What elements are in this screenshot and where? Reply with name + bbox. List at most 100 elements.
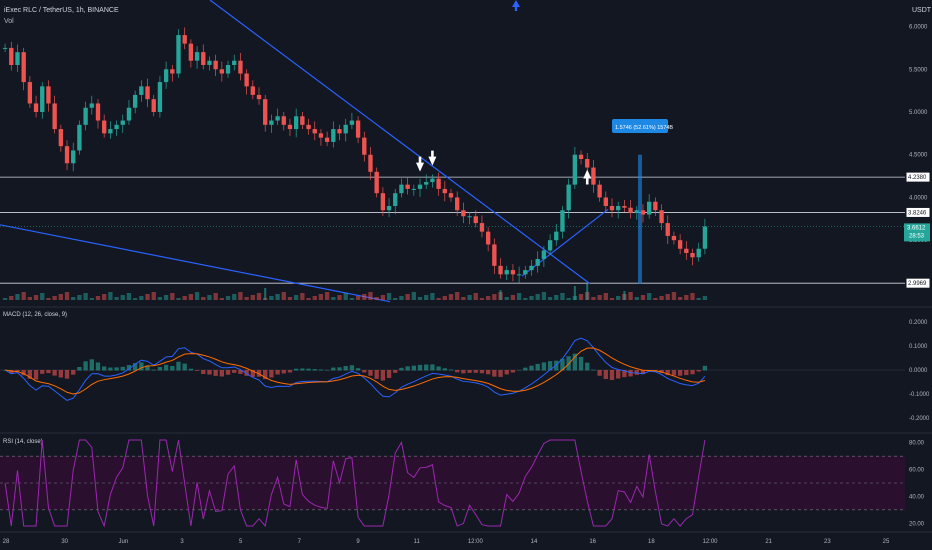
- candle-body: [479, 223, 485, 232]
- volume-bar: [324, 292, 330, 300]
- measure-range-bar: [638, 154, 642, 284]
- macd-histogram-bar: [64, 370, 70, 379]
- level-price-label: 2.9969: [908, 281, 927, 287]
- volume-bar: [64, 292, 70, 300]
- candle-body: [362, 137, 367, 155]
- macd-histogram-bar: [318, 369, 324, 371]
- volume-bar: [671, 292, 677, 300]
- candle-body: [343, 124, 348, 134]
- macd-histogram-bar: [238, 370, 243, 374]
- macd-histogram-bar: [411, 365, 417, 371]
- macd-label: MACD (12, 26, close, 9): [3, 312, 67, 318]
- macd-histogram-bar: [702, 365, 708, 371]
- price-axis-tick: 4.5000: [909, 153, 928, 159]
- volume-bar: [145, 294, 150, 300]
- candle-body: [102, 120, 107, 134]
- volume-bar: [448, 294, 454, 300]
- candle-body: [163, 69, 169, 83]
- candle-body: [219, 69, 225, 74]
- candle-body: [114, 124, 119, 130]
- macd-histogram-bar: [374, 370, 379, 379]
- macd-histogram-bar: [393, 370, 398, 373]
- candle-body: [355, 120, 361, 138]
- volume-bar: [114, 297, 119, 300]
- candle-body: [83, 107, 88, 125]
- volume-bar: [89, 298, 94, 300]
- macd-histogram-bar: [684, 370, 689, 376]
- volume-bar: [659, 296, 664, 300]
- volume-bar: [77, 295, 82, 300]
- candle-body: [157, 82, 163, 112]
- volume-bar: [300, 293, 305, 300]
- macd-histogram-bar: [188, 368, 194, 371]
- volume-bar: [275, 294, 280, 300]
- candle-body: [516, 274, 522, 276]
- candle-body: [684, 248, 689, 253]
- macd-histogram-bar: [182, 363, 187, 371]
- volume-bar: [102, 294, 107, 300]
- volume-bar: [616, 296, 621, 300]
- macd-histogram-bar: [77, 366, 82, 371]
- macd-histogram-bar: [634, 370, 639, 375]
- candle-body: [665, 223, 670, 236]
- candle-body: [263, 99, 268, 125]
- macd-histogram-bar: [194, 370, 200, 371]
- volume-bar: [547, 297, 553, 300]
- time-axis-tick: 5: [239, 539, 243, 545]
- level-price-tag: [905, 206, 931, 218]
- volume-bar: [566, 298, 571, 300]
- macd-histogram-bar: [461, 370, 466, 374]
- candle-body: [182, 35, 187, 44]
- volume-bar: [665, 294, 670, 300]
- down-arrow-icon: [428, 150, 437, 166]
- macd-histogram-bar: [312, 369, 317, 371]
- macd-histogram-bar: [15, 370, 20, 372]
- candle-body: [244, 73, 249, 87]
- candle-body: [170, 69, 175, 74]
- macd-axis-tick: -0.1000: [909, 392, 930, 398]
- volume-bar: [225, 296, 231, 300]
- time-axis-tick: 11: [414, 539, 421, 545]
- macd-histogram-bar: [225, 370, 231, 375]
- macd-histogram-bar: [504, 370, 509, 375]
- candle-body: [120, 120, 125, 125]
- macd-histogram-bar: [219, 370, 225, 377]
- volume-bar: [640, 295, 646, 300]
- macd-histogram-bar: [492, 370, 497, 377]
- candle-body: [52, 103, 57, 130]
- candle-body: [71, 150, 76, 164]
- volume-label: Vol: [4, 18, 14, 25]
- volume-spike: [499, 290, 502, 300]
- macd-histogram-bar: [343, 366, 348, 371]
- macd-histogram-bar: [281, 370, 286, 374]
- candle-body: [238, 60, 243, 74]
- volume-bar: [139, 296, 144, 300]
- volume-bar: [362, 294, 367, 300]
- volume-bar: [318, 294, 324, 300]
- candle-body: [640, 210, 646, 215]
- macd-histogram-bar: [467, 370, 472, 373]
- macd-histogram-bar: [269, 370, 274, 378]
- volume-bar: [516, 293, 522, 300]
- time-axis-tick: Jun: [118, 539, 128, 545]
- candle-body: [523, 270, 528, 275]
- candle-body: [232, 60, 237, 65]
- volume-bar: [126, 293, 132, 300]
- macd-histogram-bar: [263, 370, 268, 380]
- volume-bar: [232, 294, 237, 300]
- candle-body: [411, 188, 417, 190]
- time-axis-tick: 12:00: [468, 539, 484, 545]
- candle-body: [597, 184, 602, 198]
- down-arrow-icon: [416, 156, 425, 172]
- measure-label-box: [612, 119, 668, 133]
- candle-body: [40, 86, 45, 112]
- volume-bar: [554, 295, 559, 300]
- volume-bar: [430, 293, 435, 300]
- macd-histogram-bar: [616, 370, 621, 379]
- macd-histogram-bar: [541, 362, 547, 371]
- macd-axis-tick: 0.1000: [909, 344, 928, 350]
- candle-body: [108, 129, 113, 134]
- macd-histogram-bar: [436, 366, 441, 371]
- macd-histogram-bar: [572, 353, 578, 371]
